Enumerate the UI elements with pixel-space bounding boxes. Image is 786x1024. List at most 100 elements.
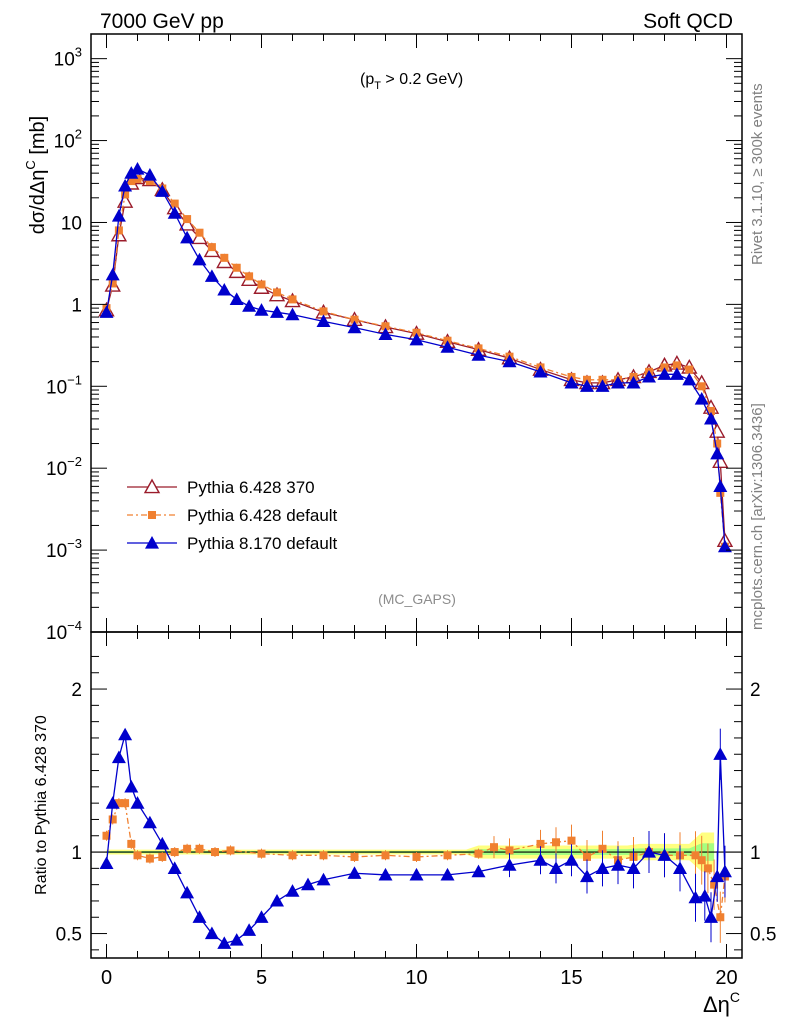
main-point [192, 252, 207, 266]
main-series-line [105, 178, 726, 547]
ratio-point [580, 869, 594, 883]
main-point [130, 161, 145, 175]
main-point [595, 379, 610, 392]
ratio-point [111, 750, 126, 764]
ratio-point [626, 861, 641, 874]
main-point [707, 406, 715, 415]
main-point [288, 295, 297, 304]
main-point [378, 327, 393, 340]
ratio-point [611, 858, 625, 871]
ratio-point [217, 936, 232, 949]
ratio-point [229, 933, 244, 946]
main-point [270, 305, 284, 318]
main-ylabel-sup: C [23, 160, 38, 169]
main-point [319, 307, 328, 316]
main-point [285, 307, 300, 321]
ratio-point [378, 867, 393, 881]
main-ylabel-unit: [mb] [27, 116, 49, 160]
ratio-point [319, 851, 328, 860]
ratio-point [710, 869, 725, 883]
y-tick-label: 102 [54, 127, 82, 153]
main-point [155, 184, 170, 197]
ratio-point [127, 839, 136, 848]
main-point [347, 320, 362, 334]
main-point [99, 305, 114, 318]
ratio-series [99, 727, 732, 949]
main-point [669, 367, 684, 380]
ratio-point [254, 910, 269, 923]
main-point [257, 280, 266, 289]
main-point [409, 332, 424, 346]
ratio-point [242, 923, 257, 936]
main-point [254, 303, 269, 316]
ratio-point [642, 845, 656, 858]
ratio-point [183, 844, 192, 853]
ratio-point [583, 852, 591, 861]
ratio-point [490, 843, 498, 852]
legend-marker [145, 536, 159, 549]
main-point [242, 299, 257, 312]
ratio-point [704, 910, 718, 923]
ratio-point [716, 913, 725, 922]
main-point [697, 382, 706, 391]
analysis-label: (MC_GAPS) [378, 591, 456, 607]
ratio-point [474, 849, 483, 858]
ratio-point [567, 836, 576, 845]
xlabel: ΔηC [703, 989, 740, 1017]
ratio-ylabel: Ratio to Pythia 6.428 370 [33, 715, 50, 895]
main-point [114, 226, 123, 235]
legend-label: Pythia 6.428 default [187, 506, 338, 525]
ratio-point [102, 831, 111, 840]
ratio-point [130, 796, 145, 809]
ratio-point [505, 846, 514, 855]
x-tick-label: 5 [256, 967, 267, 989]
ratio-point [412, 852, 421, 861]
ratio-point [673, 861, 687, 874]
main-point [713, 439, 722, 448]
main-point [704, 411, 718, 425]
main-point [170, 199, 179, 208]
ratio-point [118, 727, 133, 741]
ratio-point [288, 851, 297, 860]
xlabel-sup: C [730, 989, 740, 1005]
main-point [471, 348, 486, 361]
ratio-point [180, 885, 195, 899]
main-point [657, 367, 672, 380]
main-point [121, 190, 130, 199]
legend-label: Pythia 6.428 370 [187, 478, 315, 497]
main-point [145, 177, 154, 186]
main-ylabel: dσ/dΔηC [mb] [23, 116, 49, 234]
main-point [245, 272, 254, 281]
ratio-point [443, 851, 452, 860]
ratio-panel-frame [90, 631, 743, 959]
main-point [713, 479, 728, 492]
ratio-point [703, 864, 712, 873]
ratio-point [347, 866, 362, 879]
ratio-y-tick-label-right: 0.5 [750, 925, 776, 946]
ratio-point [257, 849, 266, 858]
main-point [118, 178, 133, 192]
cut-annotation-sub: T [374, 80, 381, 92]
ratio-y-tick-label-right: 1 [750, 843, 761, 864]
main-point [381, 322, 390, 331]
ratio-point [697, 856, 706, 865]
y-tick-label: 10−1 [46, 372, 82, 398]
ratio-point [595, 861, 610, 874]
ratio-y-tick-label: 1 [71, 843, 82, 864]
ratio-point [549, 861, 563, 874]
main-point [220, 253, 229, 262]
ratio-point [381, 851, 390, 860]
main-point [350, 315, 359, 324]
ratio-point [124, 779, 139, 793]
main-point [717, 539, 732, 553]
y-tick-label: 1 [71, 295, 82, 316]
main-point [273, 288, 281, 297]
main-point [178, 215, 196, 231]
legend: Pythia 6.428 370 Pythia 6.428 default Pyth… [127, 478, 338, 553]
main-point [533, 364, 548, 378]
cut-annotation-p: (p [360, 71, 374, 88]
ratio-point [170, 848, 179, 857]
cut-annotation: (pT > 0.2 GeV) [360, 71, 463, 92]
ratio-point [155, 836, 170, 850]
